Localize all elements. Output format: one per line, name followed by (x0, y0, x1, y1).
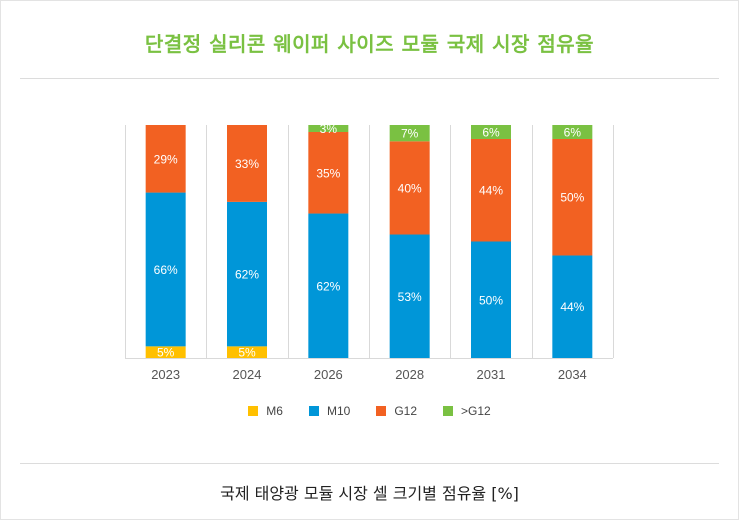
legend-item: >G12 (443, 404, 491, 418)
legend-item: G12 (376, 404, 417, 418)
chart-legend: M6 M10 G12 >G12 (0, 404, 739, 418)
data-label: 33% (235, 157, 259, 171)
legend-label: G12 (394, 404, 417, 418)
data-label: 53% (398, 290, 422, 304)
x-tick-label: 2031 (477, 367, 506, 382)
data-label: 29% (154, 152, 178, 166)
data-label: 7% (401, 127, 419, 141)
bar-segment-g12-2031 (471, 125, 511, 139)
bar-segment-g12-2024 (227, 125, 267, 202)
x-tick-label: 2028 (395, 367, 424, 382)
bar-segment-g12-2023 (145, 125, 186, 193)
legend-swatch (376, 406, 387, 416)
data-label: 3% (320, 122, 338, 136)
legend-label: M10 (326, 404, 351, 418)
bar-segment-g12-2034 (552, 138, 593, 256)
bar-segment-m10-2034 (552, 255, 593, 358)
legend-swatch (443, 406, 453, 416)
bar-segment-g12-2028 (389, 125, 430, 142)
data-label: 5% (157, 346, 175, 360)
bar-segment-g12-2034 (552, 125, 593, 139)
data-label: 50% (479, 293, 503, 307)
legend-swatch (248, 406, 259, 416)
bar-segment-m10-2023 (145, 192, 186, 347)
data-label: 44% (560, 300, 584, 314)
x-tick-label: 2026 (314, 367, 343, 382)
legend-label: >G12 (461, 404, 491, 418)
chart-title: 단결정 실리콘 웨이퍼 사이즈 모듈 국제 시장 점유율 (144, 32, 595, 56)
legend-item: M10 (308, 404, 351, 418)
x-tick-label: 2024 (233, 367, 262, 382)
chart-caption: 국제 태양광 모듈 시장 셀 크기별 점유율 [%] (220, 484, 519, 503)
data-label: 66% (154, 263, 178, 277)
bar-segment-m10-2028 (389, 234, 430, 358)
bar-segment-g12-2031 (471, 138, 511, 242)
data-label: 62% (316, 279, 340, 293)
data-label: 50% (560, 191, 584, 205)
bar-segment-g12-2026 (308, 131, 349, 214)
bar-segment-m10-2026 (308, 213, 349, 358)
data-label: 40% (398, 181, 422, 195)
caption-divider (20, 463, 719, 464)
x-tick-label: 2034 (558, 367, 587, 382)
bar-segment-m10-2031 (471, 241, 511, 358)
data-label: 62% (235, 268, 259, 282)
title-divider (20, 78, 719, 79)
bar-segment-m6-2024 (227, 346, 267, 358)
data-label: 44% (479, 184, 503, 198)
legend-item: M6 (248, 404, 283, 418)
bar-segment-m10-2024 (227, 201, 267, 347)
data-label: 35% (316, 166, 340, 180)
bar-segment-g12-2028 (389, 141, 430, 235)
legend-swatch (308, 406, 319, 416)
bar-segment-m6-2023 (145, 346, 186, 358)
data-label: 6% (564, 125, 582, 139)
legend-label: M6 (266, 404, 283, 418)
x-tick-label: 2023 (151, 367, 180, 382)
data-label: 5% (238, 346, 256, 360)
bar-segment-g12-2026 (308, 125, 349, 132)
data-label: 6% (482, 125, 500, 139)
stacked-bar-chart: 5% 66% 29% 2023 5% 62% 33% 2024 62% 35% 3% 2026 53% 4… (125, 122, 614, 382)
